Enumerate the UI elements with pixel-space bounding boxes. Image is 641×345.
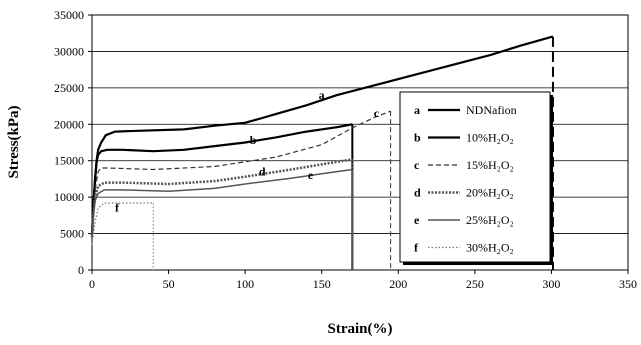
y-tick-label: 10000 — [54, 190, 84, 204]
legend-key: f — [414, 241, 419, 255]
y-tick-label: 35000 — [54, 8, 84, 22]
series-group — [90, 35, 554, 270]
y-tick-label: 15000 — [54, 154, 84, 168]
x-tick-label: 0 — [89, 277, 95, 291]
legend-key: e — [414, 213, 420, 227]
legend-label-b: 10%H₂O₂ — [466, 131, 514, 145]
x-tick-label: 150 — [313, 277, 331, 291]
plot-area — [91, 14, 629, 271]
legend-box — [399, 91, 551, 263]
x-tick-label: 350 — [619, 277, 637, 291]
y-tick-label: 20000 — [54, 117, 84, 131]
curve-labels: a b c d e f — [115, 88, 380, 215]
x-tick-label: 300 — [542, 277, 560, 291]
x-tick-label: 50 — [163, 277, 175, 291]
curve-label-f: f — [115, 201, 120, 215]
curve-label-a: a — [319, 88, 325, 102]
curve-label-d: d — [259, 164, 266, 178]
legend-label-e: 25%H₂O₂ — [466, 213, 514, 227]
x-axis-ticks: 0 50 100 150 200 250 300 350 — [89, 270, 637, 291]
y-tick-label: 25000 — [54, 81, 84, 95]
series-line-a — [90, 35, 553, 234]
legend-key: c — [414, 158, 420, 172]
legend-key: a — [414, 103, 420, 117]
x-tick-label: 250 — [466, 277, 484, 291]
x-tick-label: 200 — [389, 277, 407, 291]
x-tick-label: 100 — [236, 277, 254, 291]
y-tick-label: 30000 — [54, 44, 84, 58]
y-tick-label: 5000 — [60, 227, 84, 241]
legend-key: b — [414, 131, 421, 145]
curve-label-b: b — [250, 133, 257, 147]
x-axis-title: Strain(%) — [328, 321, 393, 337]
series-line-c — [91, 110, 391, 238]
legend-label-a: NDNafion — [466, 103, 517, 117]
legend-key: d — [414, 186, 421, 200]
legend-label-f: 30%H₂O₂ — [466, 241, 514, 255]
legend: a NDNafion b 10%H₂O₂ c 15%H₂O₂ d 20%H₂O₂ e 25%H₂O… — [399, 91, 553, 265]
series-line-b — [90, 123, 353, 236]
y-axis-title: Stress(kPa) — [6, 105, 22, 178]
series-line-f — [91, 202, 154, 245]
curve-label-c: c — [374, 106, 380, 120]
curve-label-e: e — [308, 168, 314, 182]
y-tick-label: 0 — [78, 263, 84, 277]
series-line-e — [91, 168, 353, 238]
legend-label-c: 15%H₂O₂ — [466, 158, 514, 172]
y-axis-ticks: 0 5000 10000 15000 20000 25000 30000 35000 — [54, 8, 92, 277]
legend-label-d: 20%H₂O₂ — [466, 186, 514, 200]
